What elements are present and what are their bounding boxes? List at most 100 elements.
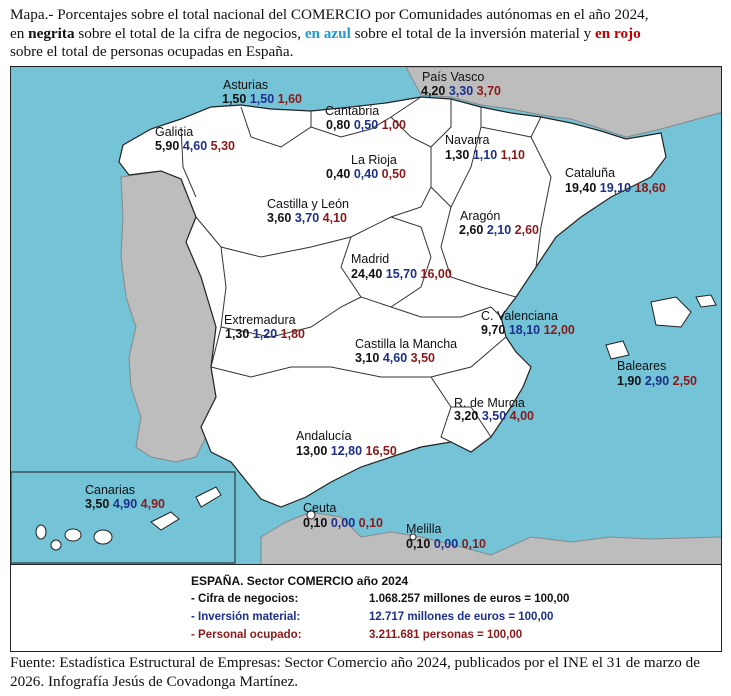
value-negocios: 0,80 <box>326 118 351 132</box>
region-values: 24,40 15,70 16,00 <box>351 267 452 281</box>
caption-text: en <box>10 24 29 42</box>
value-inversion: 1,50 <box>249 92 275 106</box>
value-personal: 5,30 <box>210 139 235 153</box>
value-negocios: 1,30 <box>445 148 470 162</box>
value-negocios: 1,30 <box>225 327 250 341</box>
value-negocios: 24,40 <box>351 267 383 281</box>
region-label: Cataluña <box>565 166 616 180</box>
region-label: Canarias <box>85 483 136 497</box>
legend-value: 3.211.681 personas = 100,00 <box>369 629 523 641</box>
value-personal: 18,60 <box>634 181 666 195</box>
value-inversion: 3,30 <box>448 84 474 98</box>
canarias-inset <box>11 471 236 564</box>
value-personal: 1,80 <box>280 327 305 341</box>
caption-text: sobre el total de la inversión material … <box>350 24 595 42</box>
source-footer: Fuente: Estadística Estructural de Empre… <box>10 654 722 691</box>
region-label: Ceuta <box>303 501 337 515</box>
ceuta-marker <box>306 510 316 520</box>
region-label: Navarra <box>445 133 490 147</box>
value-inversion: 0,50 <box>353 118 379 132</box>
value-inversion: 19,10 <box>599 181 632 195</box>
region-values: 0,10 0,00 0,10 <box>406 537 486 551</box>
value-inversion: 1,20 <box>252 327 278 341</box>
region-label: Madrid <box>351 252 390 266</box>
legend-value: 1.068.257 millones de euros = 100,00 <box>369 593 570 605</box>
region-values: 0,10 0,00 0,10 <box>303 516 383 530</box>
value-negocios: 2,60 <box>459 223 484 237</box>
region-values: 1,30 1,20 1,80 <box>225 327 305 341</box>
france-landmass <box>405 67 721 138</box>
value-negocios: 1,50 <box>222 92 247 106</box>
caption-red-key: en rojo <box>595 24 641 42</box>
region-values: 0,40 0,40 0,50 <box>326 167 406 181</box>
value-inversion: 4,60 <box>182 139 208 153</box>
region-values: 13,00 12,80 16,50 <box>296 444 397 458</box>
value-inversion: 4,60 <box>382 351 408 365</box>
value-personal: 1,60 <box>277 92 302 106</box>
region-values: 19,40 19,10 18,60 <box>565 181 666 195</box>
legend-box: ESPAÑA. Sector COMERCIO año 2024 - Cifra… <box>11 564 721 651</box>
legend-row-personal: - Personal ocupado: 3.211.681 personas = … <box>191 629 522 641</box>
value-negocios: 0,10 <box>406 537 431 551</box>
value-inversion: 2,10 <box>486 223 512 237</box>
value-personal: 16,50 <box>365 444 397 458</box>
region-label: Melilla <box>406 522 442 536</box>
region-label: Cantabria <box>325 104 380 118</box>
value-negocios: 3,20 <box>454 409 479 423</box>
value-personal: 0,10 <box>461 537 486 551</box>
value-negocios: 3,50 <box>85 497 110 511</box>
value-personal: 0,10 <box>358 516 383 530</box>
region-label: País Vasco <box>422 70 485 84</box>
region-label: Asturias <box>223 78 269 92</box>
value-inversion: 3,50 <box>481 409 507 423</box>
value-inversion: 0,40 <box>353 167 379 181</box>
region-values: 1,90 2,90 2,50 <box>617 374 697 388</box>
region-label: Aragón <box>460 209 501 223</box>
melilla-marker <box>409 533 417 541</box>
value-personal: 4,10 <box>322 211 347 225</box>
region-label: R. de Murcia <box>454 396 525 410</box>
legend-row-negocios: - Cifra de negocios: 1.068.257 millones d… <box>191 593 569 605</box>
value-inversion: 3,70 <box>294 211 320 225</box>
value-inversion: 15,70 <box>385 267 418 281</box>
region-label: Galicia <box>155 125 194 139</box>
value-personal: 1,10 <box>500 148 525 162</box>
region-values: 5,90 4,60 5,30 <box>155 139 235 153</box>
value-negocios: 9,70 <box>481 323 506 337</box>
canarias-islands <box>35 486 222 551</box>
region-values: 3,10 4,60 3,50 <box>355 351 435 365</box>
region-label: Baleares <box>617 359 667 373</box>
region-values: 2,60 2,10 2,60 <box>459 223 539 237</box>
region-label: La Rioja <box>351 153 397 167</box>
region-borders <box>180 96 552 443</box>
value-inversion: 12,80 <box>330 444 363 458</box>
legend-value: 12.717 millones de euros = 100,00 <box>369 611 554 623</box>
value-personal: 2,50 <box>672 374 697 388</box>
value-personal: 1,00 <box>381 118 406 132</box>
value-inversion: 2,90 <box>644 374 670 388</box>
caption-bold-key: negrita <box>28 24 75 42</box>
region-label: Andalucía <box>296 429 352 443</box>
value-personal: 0,50 <box>381 167 406 181</box>
value-negocios: 0,10 <box>303 516 328 530</box>
value-personal: 3,70 <box>476 84 501 98</box>
value-inversion: 4,90 <box>112 497 138 511</box>
value-personal: 3,50 <box>410 351 435 365</box>
legend-title: ESPAÑA. Sector COMERCIO año 2024 <box>191 574 409 588</box>
value-inversion: 18,10 <box>508 323 541 337</box>
region-values: 1,30 1,10 1,10 <box>445 148 525 162</box>
region-label: Castilla y León <box>267 197 349 211</box>
value-negocios: 19,40 <box>565 181 597 195</box>
caption-line-1: Mapa.- Porcentajes sobre el total nacion… <box>10 6 649 23</box>
footer-line-2: 2026. Infografía Jesús de Covadonga Mart… <box>10 672 299 690</box>
value-negocios: 13,00 <box>296 444 328 458</box>
caption-text: sobre el total de la cifra de negocios, <box>74 24 305 42</box>
region-values: 9,70 18,10 12,00 <box>481 323 575 337</box>
region-values: 3,50 4,90 4,90 <box>85 497 165 511</box>
caption-line-3: sobre el total de personas ocupadas en E… <box>10 43 294 60</box>
legend-row-inversion: - Inversión material: 12.717 millones de … <box>191 611 553 623</box>
region-values: 4,20 3,30 3,70 <box>421 84 501 98</box>
region-values: 3,60 3,70 4,10 <box>267 211 347 225</box>
value-personal: 4,90 <box>140 497 165 511</box>
footer-line-1: Fuente: Estadística Estructural de Empre… <box>10 654 700 671</box>
